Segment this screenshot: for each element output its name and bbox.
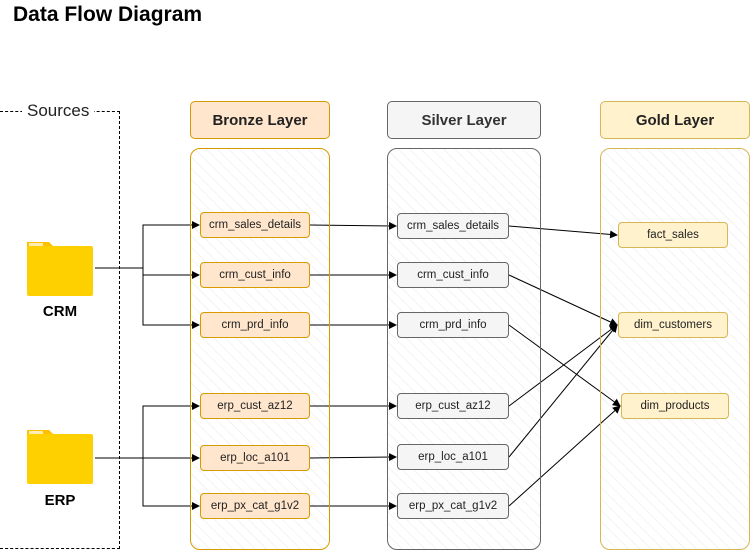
bronze-node-crm-sales-details[interactable]: crm_sales_details	[200, 212, 310, 238]
gold-node-fact-sales[interactable]: fact_sales	[618, 222, 728, 248]
silver-node-crm-prd-info[interactable]: crm_prd_info	[397, 312, 509, 338]
erp-folder-icon[interactable]	[25, 428, 95, 486]
bronze-node-erp-px-cat-g1v2[interactable]: erp_px_cat_g1v2	[200, 493, 310, 519]
edge-bronze-0-to-silver-0	[309, 221, 397, 230]
gold-node-dim-products[interactable]: dim_products	[621, 393, 729, 419]
edge-silver-4-to-gold-1	[508, 324, 618, 458]
edge-silver-1-to-gold-1	[508, 274, 618, 326]
silver-node-erp-px-cat-g1v2[interactable]: erp_px_cat_g1v2	[397, 493, 509, 519]
gold-hatch	[601, 149, 749, 549]
silver-node-crm-sales-details[interactable]: crm_sales_details	[397, 213, 509, 239]
edge-silver-3-to-gold-1	[508, 324, 618, 407]
erp-label: ERP	[44, 492, 76, 509]
edge-silver-0-to-gold-0	[508, 225, 618, 239]
bronze-layer-container	[190, 148, 330, 550]
page-title: Data Flow Diagram	[13, 3, 203, 26]
crm-folder-icon[interactable]	[25, 240, 95, 298]
gold-layer-header[interactable]: Gold Layer	[600, 101, 750, 139]
bronze-node-crm-prd-info[interactable]: crm_prd_info	[200, 312, 310, 338]
bronze-node-erp-loc-a101[interactable]: erp_loc_a101	[200, 445, 310, 471]
silver-node-crm-cust-info[interactable]: crm_cust_info	[397, 262, 509, 288]
gold-node-dim-customers[interactable]: dim_customers	[618, 312, 728, 338]
bronze-node-erp-cust-az12[interactable]: erp_cust_az12	[200, 393, 310, 419]
edge-silver-2-to-gold-2	[508, 324, 621, 407]
sources-label: Sources	[22, 101, 95, 121]
silver-node-erp-loc-a101[interactable]: erp_loc_a101	[397, 444, 509, 470]
edge-silver-5-to-gold-2	[508, 405, 621, 507]
silver-layer-container	[387, 148, 541, 550]
edge-bronze-4-to-silver-4	[309, 453, 397, 462]
silver-layer-header[interactable]: Silver Layer	[387, 101, 541, 139]
gold-layer-container	[600, 148, 750, 550]
bronze-node-crm-cust-info[interactable]: crm_cust_info	[200, 262, 310, 288]
bronze-layer-header[interactable]: Bronze Layer	[190, 101, 330, 139]
crm-label: CRM	[42, 303, 78, 320]
edge-layer	[95, 221, 621, 510]
silver-node-erp-cust-az12[interactable]: erp_cust_az12	[397, 393, 509, 419]
